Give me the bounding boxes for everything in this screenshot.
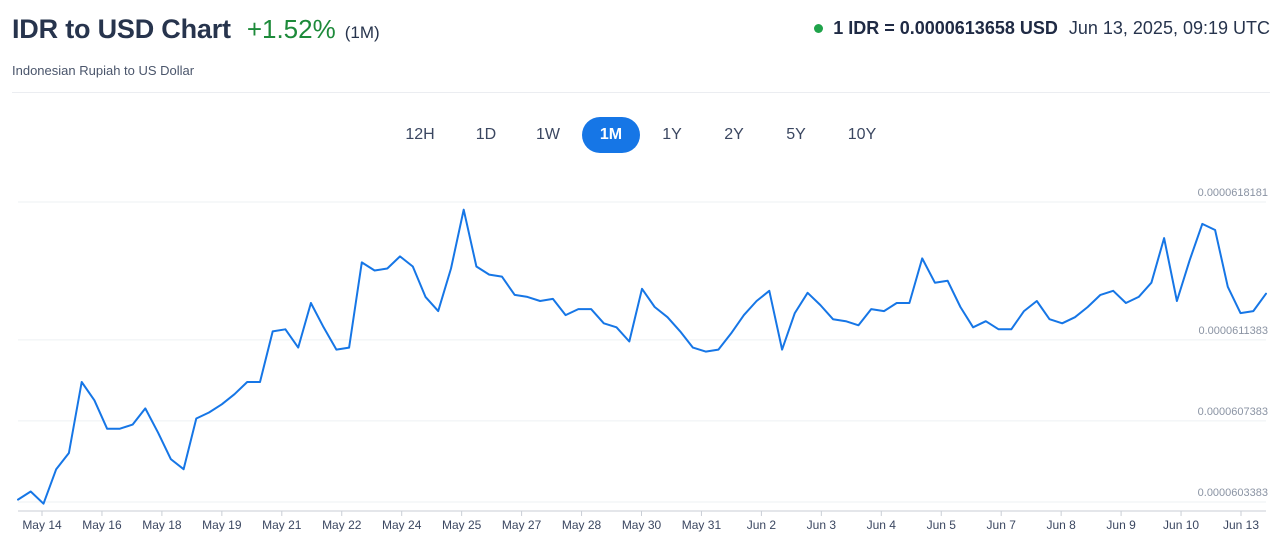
x-tick-label: Jun 3 <box>807 518 837 532</box>
tab-5y[interactable]: 5Y <box>786 126 806 143</box>
x-tick-label: May 18 <box>142 518 182 532</box>
timeframe-tabs: 12H 1D 1W 1M 1Y 2Y 5Y 10Y <box>0 117 1280 155</box>
header-divider <box>12 92 1270 93</box>
tab-1y[interactable]: 1Y <box>662 126 682 143</box>
x-tick-label: Jun 4 <box>867 518 897 532</box>
chart-header: IDR to USD Chart +1.52% (1M) Indonesian … <box>12 10 1270 94</box>
series-line <box>17 208 1267 505</box>
x-tick-label: Jun 9 <box>1106 518 1136 532</box>
y-tick-label: 0.0000607383 <box>1198 406 1268 418</box>
x-tick-label: May 24 <box>382 518 422 532</box>
x-tick-label: May 19 <box>202 518 242 532</box>
x-tick-label: Jun 10 <box>1163 518 1199 532</box>
x-tick-label: Jun 2 <box>747 518 777 532</box>
exchange-rate-chart[interactable]: 0.0000618181 0.0000611383 0.0000607383 0.00… <box>0 180 1280 533</box>
page-subtitle: Indonesian Rupiah to US Dollar <box>12 63 195 78</box>
tab-12h[interactable]: 12H <box>405 126 435 143</box>
percent-change: +1.52% <box>246 14 336 44</box>
tab-1m[interactable]: 1M <box>582 117 640 153</box>
rate-timestamp: Jun 13, 2025, 09:19 UTC <box>1068 18 1270 38</box>
y-tick-label: 0.0000611383 <box>1198 325 1268 337</box>
x-tick-label: May 25 <box>442 518 482 532</box>
x-tick-label: Jun 5 <box>927 518 957 532</box>
change-period: (1M) <box>344 23 380 42</box>
rate-value: 1 IDR = 0.0000613658 USD <box>833 18 1058 38</box>
x-tick-label: May 27 <box>502 518 542 532</box>
page-title: IDR to USD Chart <box>12 14 231 44</box>
x-tick-label: May 31 <box>682 518 722 532</box>
x-tick-label: May 22 <box>322 518 362 532</box>
x-tick-label: May 16 <box>82 518 122 532</box>
x-tick-label: May 28 <box>562 518 602 532</box>
live-rate: 1 IDR = 0.0000613658 USD Jun 13, 2025, 0… <box>814 18 1270 39</box>
title-row: IDR to USD Chart +1.52% (1M) <box>12 14 380 45</box>
tab-2y[interactable]: 2Y <box>724 126 744 143</box>
x-tick-label: Jun 8 <box>1046 518 1076 532</box>
tab-10y[interactable]: 10Y <box>847 126 877 143</box>
y-tick-label: 0.0000603383 <box>1198 487 1268 499</box>
x-tick-label: Jun 7 <box>987 518 1017 532</box>
tab-1d[interactable]: 1D <box>475 126 497 143</box>
y-tick-label: 0.0000618181 <box>1198 187 1268 199</box>
x-tick-label: May 14 <box>22 518 62 532</box>
tab-1w[interactable]: 1W <box>536 126 560 143</box>
x-tick-label: Jun 13 <box>1223 518 1259 532</box>
x-tick-label: May 30 <box>622 518 662 532</box>
x-tick-label: May 21 <box>262 518 302 532</box>
live-status-icon <box>814 24 824 33</box>
